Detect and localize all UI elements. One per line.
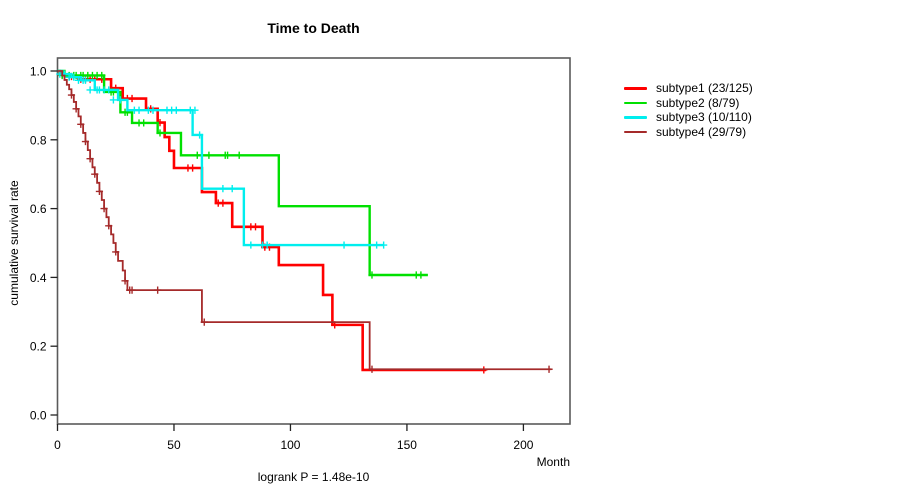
y-axis-label: cumulative survival rate: [7, 180, 21, 306]
plot-box: [56, 57, 571, 425]
logrank-annotation: logrank P = 1.48e-10: [257, 470, 370, 484]
censor-marks-subtype1: [58, 70, 488, 374]
y-tick-label: 0.8: [30, 133, 47, 147]
x-tick-label: 50: [167, 438, 181, 452]
survival-curve-subtype3: [57, 69, 384, 247]
legend-line-swatch: [624, 116, 647, 119]
y-tick-label: 0.0: [30, 409, 47, 423]
y-tick-label: 0.6: [30, 202, 47, 216]
survival-curve-subtype1: [57, 69, 487, 372]
censor-marks-subtype3: [56, 70, 388, 249]
x-tick-label: 150: [397, 438, 417, 452]
legend-line-swatch: [624, 130, 647, 134]
legend-item-subtype2: subtype2 (8/79): [624, 96, 753, 111]
y-tick-label: 1.0: [30, 65, 47, 79]
legend-item-subtype4: subtype4 (29/79): [624, 125, 753, 140]
x-axis-label: Month: [536, 455, 570, 469]
legend-label: subtype1 (23/125): [656, 81, 753, 96]
legend-label: subtype3 (10/110): [656, 110, 752, 125]
legend-line-swatch: [624, 101, 647, 105]
legend: subtype1 (23/125) subtype2 (8/79) subtype3…: [624, 81, 753, 139]
legend-label: subtype2 (8/79): [656, 95, 740, 110]
x-tick-label: 100: [280, 438, 300, 452]
legend-label: subtype4 (29/79): [656, 125, 747, 140]
chart-title: Time to Death: [267, 20, 360, 36]
legend-item-subtype3: subtype3 (10/110): [624, 110, 753, 125]
legend-item-subtype1: subtype1 (23/125): [624, 81, 753, 96]
y-tick-label: 0.4: [30, 271, 47, 285]
x-tick-label: 0: [54, 438, 61, 452]
censor-marks-subtype4: [67, 91, 553, 373]
x-tick-label: 200: [513, 438, 533, 452]
y-tick-label: 0.2: [30, 340, 47, 354]
legend-line-swatch: [624, 87, 647, 90]
